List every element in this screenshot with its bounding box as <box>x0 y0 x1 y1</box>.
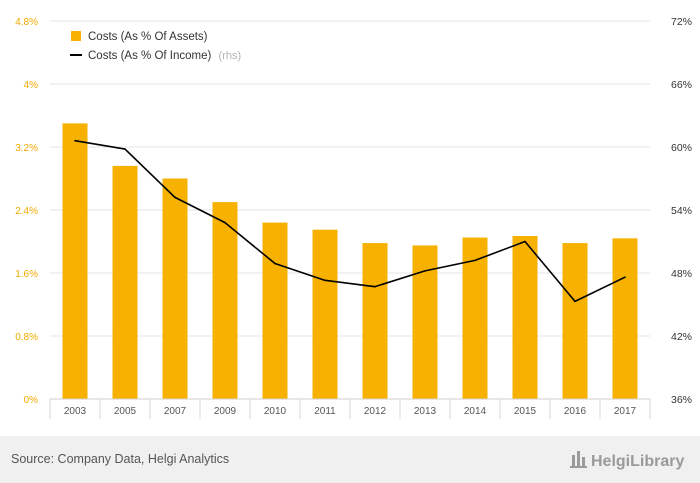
y-left-tick-label: 3.2% <box>15 143 38 154</box>
line-point <box>74 139 76 142</box>
line-point <box>624 276 626 279</box>
bar <box>562 243 588 399</box>
logo-text: HelgiLibrary <box>591 453 684 470</box>
axis-layer: 0% 0.8% 1.6% 2.4% 3.2% 4% 4.8% 36% 42% 48% 54% 60% 6… <box>15 16 692 419</box>
x-tick-label: 2009 <box>214 406 237 417</box>
x-tick-label: 2015 <box>514 406 537 417</box>
x-tick-label: 2017 <box>614 406 637 417</box>
x-tick-label: 2012 <box>364 406 387 417</box>
legend-line-rhs-suffix: (rhs) <box>219 50 242 62</box>
line-point <box>524 240 526 243</box>
y-right-tick-label: 36% <box>671 394 692 406</box>
legend-bar-label: Costs (As % Of Assets) <box>88 31 208 43</box>
y-left-tick-label: 4.8% <box>15 17 38 28</box>
y-right-tick-label: 48% <box>671 268 692 280</box>
x-tick-label: 2014 <box>464 406 487 417</box>
x-tick-label: 2007 <box>164 406 187 417</box>
bars-layer <box>62 123 638 399</box>
grid-layer <box>50 20 650 400</box>
y-right-tick-label: 60% <box>671 142 692 154</box>
plot-background <box>0 0 700 436</box>
bar <box>362 243 388 399</box>
bar <box>612 238 638 399</box>
line-point <box>174 196 176 199</box>
x-tick-label: 2016 <box>564 406 587 417</box>
line-layer <box>74 139 626 303</box>
bar <box>462 237 488 399</box>
x-tick-label: 2003 <box>64 406 87 417</box>
legend: Costs (As % Of Assets) Costs (As % Of In… <box>70 31 241 62</box>
legend-line-label: Costs (As % Of Income) (rhs) <box>88 50 241 62</box>
y-right-tick-label: 72% <box>671 16 692 28</box>
x-tick-label: 2005 <box>114 406 137 417</box>
bar <box>262 222 288 399</box>
y-right-tick-label: 66% <box>671 79 692 91</box>
line-point <box>124 148 126 150</box>
line-point <box>224 221 226 224</box>
line-point <box>574 300 576 303</box>
bar <box>162 178 188 399</box>
line-point <box>424 270 426 272</box>
y-right-tick-label: 54% <box>671 205 692 217</box>
bar <box>212 202 238 399</box>
y-left-tick-label: 0% <box>24 395 39 406</box>
legend-line-label-text: Costs (As % Of Income) <box>88 50 212 62</box>
bar <box>312 229 338 399</box>
y-right-tick-label: 42% <box>671 331 692 343</box>
legend-bar-swatch <box>71 31 81 41</box>
helgi-library-logo: HelgiLibrary <box>570 451 684 470</box>
library-building-icon <box>570 451 587 468</box>
y-left-tick-label: 0.8% <box>15 332 38 343</box>
bar <box>62 123 88 399</box>
y-left-tick-label: 1.6% <box>15 269 38 280</box>
y-left-tick-label: 4% <box>24 80 39 91</box>
x-tick-label: 2011 <box>314 406 336 417</box>
y-left-tick-label: 2.4% <box>15 206 38 217</box>
line-point <box>474 259 476 262</box>
x-tick-label: 2010 <box>264 406 287 417</box>
line-point <box>274 262 276 265</box>
x-tick-label: 2013 <box>414 406 437 417</box>
footer-source: Source: Company Data, Helgi Analytics <box>11 452 229 466</box>
line-point <box>324 279 326 282</box>
bar <box>512 235 538 399</box>
footer: Source: Company Data, Helgi Analytics He… <box>0 436 700 483</box>
line-point <box>374 285 376 288</box>
bar <box>112 165 138 399</box>
income-line <box>74 139 626 303</box>
